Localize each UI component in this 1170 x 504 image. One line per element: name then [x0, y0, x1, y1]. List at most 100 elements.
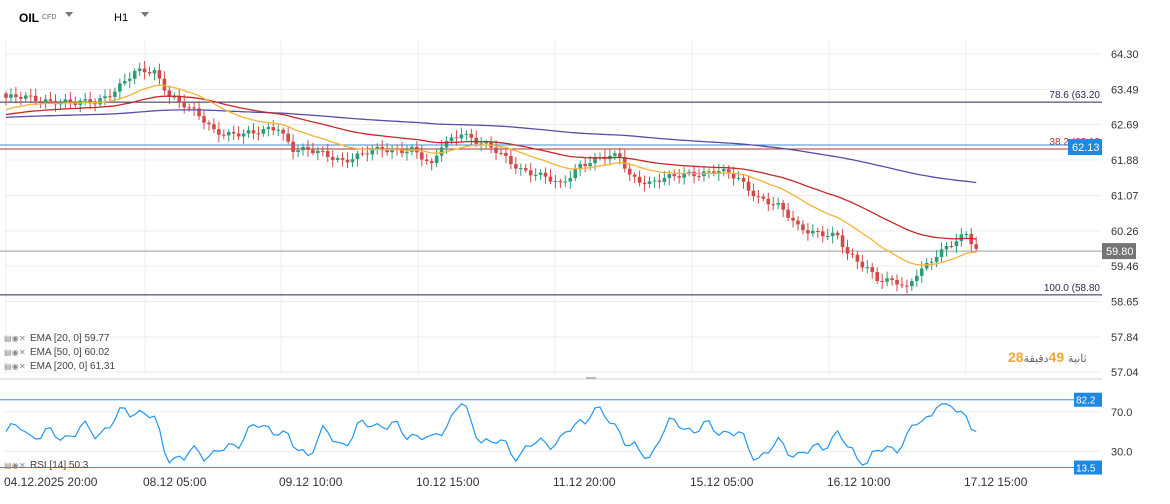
candle-body	[197, 108, 201, 117]
legend-ema20[interactable]: ▤ ◉ ✕ EMA [20, 0] 59.77	[4, 333, 110, 344]
candle-body	[796, 220, 800, 225]
y-tick-label: 62.69	[1111, 120, 1139, 132]
candle-body	[825, 236, 830, 238]
y-tick-label: 58.65	[1111, 296, 1139, 308]
candle-body	[177, 96, 182, 102]
legend-ema50[interactable]: ▤ ◉ ✕ EMA [50, 0] 60.02	[4, 347, 110, 358]
candle-body	[142, 68, 147, 73]
current-price-tag-text: 59.80	[1106, 246, 1134, 258]
candle-body	[291, 141, 295, 153]
candle-body	[885, 278, 889, 282]
candle-body	[33, 95, 38, 102]
candle-body	[236, 133, 241, 137]
candle-body	[523, 168, 528, 171]
candle-body	[370, 150, 375, 155]
candle-body	[632, 174, 637, 177]
candle-body	[890, 278, 894, 280]
legend-rsi[interactable]: ▤ ◉ ✕ RSI [14] 50.3	[4, 460, 88, 471]
timeframe-dropdown-icon[interactable]	[141, 12, 149, 17]
candle-body	[682, 173, 686, 178]
candle-body	[712, 171, 716, 174]
candle-body	[811, 230, 815, 234]
indicator-controls-icon[interactable]: ▤ ◉ ✕	[4, 348, 26, 357]
candle-body	[311, 149, 315, 153]
x-tick-label: 15.12 05:00	[690, 475, 754, 489]
candle-body	[68, 99, 73, 103]
candle-body	[741, 177, 746, 182]
indicator-controls-icon[interactable]: ▤ ◉ ✕	[4, 461, 26, 470]
candle-body	[776, 202, 780, 205]
y-tick-label: 57.84	[1111, 332, 1139, 344]
candle-body	[657, 180, 662, 182]
candle-body	[53, 100, 58, 105]
candle-body	[578, 163, 582, 170]
y-tick-label: 64.30	[1111, 49, 1139, 61]
candle-body	[172, 96, 177, 98]
candle-body	[246, 130, 251, 134]
candle-body	[915, 275, 919, 282]
candle-body	[113, 91, 117, 97]
candle-body	[127, 78, 132, 81]
candle-body	[959, 234, 964, 242]
candle-body	[543, 172, 548, 177]
candle-body	[528, 170, 533, 176]
candle-body	[771, 204, 776, 206]
y-tick-label: 61.88	[1111, 155, 1139, 167]
legend-ema50-text: EMA [50, 0] 60.02	[30, 347, 110, 358]
candle-body	[28, 95, 33, 97]
rsi-level-tag	[1074, 392, 1102, 407]
candle-body	[667, 174, 672, 179]
candle-body	[251, 130, 256, 134]
candle-body	[736, 177, 741, 179]
candle-body	[593, 157, 597, 164]
candle-body	[152, 70, 157, 74]
candle-body	[187, 107, 191, 109]
candle-body	[801, 224, 805, 231]
countdown-seconds: 28	[1008, 349, 1024, 365]
candle-body	[157, 70, 162, 79]
candle-body	[345, 159, 350, 163]
countdown-seconds-label: ثانية	[1068, 353, 1087, 365]
candle-body	[964, 233, 969, 235]
fib-price-tag	[1068, 139, 1102, 156]
candle-body	[43, 99, 48, 103]
candle-body	[454, 137, 459, 139]
candle-body	[504, 152, 508, 156]
symbol-dropdown-icon[interactable]	[65, 12, 73, 17]
indicator-controls-icon[interactable]: ▤ ◉ ✕	[4, 334, 26, 343]
candle-body	[459, 134, 464, 139]
indicator-controls-icon[interactable]: ▤ ◉ ✕	[4, 362, 26, 371]
candle-body	[420, 152, 424, 160]
rsi-y-tick-label: 30.0	[1111, 446, 1132, 458]
candle-body	[98, 98, 102, 105]
candle-body	[474, 137, 479, 144]
x-tick-label: 17.12 15:00	[964, 475, 1028, 489]
candle-body	[429, 161, 434, 164]
candle-body	[281, 129, 285, 134]
candle-body	[207, 122, 211, 125]
candle-body	[919, 268, 924, 276]
pane-resize-handle[interactable]	[586, 377, 596, 379]
fib-level-label: 78.6 (63.20	[1049, 90, 1100, 101]
candle-body	[717, 171, 721, 174]
candle-body	[642, 182, 647, 185]
countdown-minutes-label: دقيقة	[1023, 353, 1049, 365]
timeframe-label[interactable]: H1	[114, 12, 129, 24]
candle-body	[271, 127, 276, 131]
candle-body	[385, 150, 389, 153]
legend-ema200[interactable]: ▤ ◉ ✕ EMA [200, 0] 61.31	[4, 361, 115, 372]
candle-body	[132, 71, 137, 79]
candle-body	[806, 230, 810, 234]
candle-body	[360, 153, 365, 155]
candle-body	[350, 159, 355, 163]
candle-body	[296, 150, 300, 153]
candle-body	[276, 129, 281, 131]
candle-body	[865, 267, 870, 269]
rsi-level-tag	[1074, 460, 1102, 475]
symbol-label[interactable]: OIL	[19, 11, 39, 25]
candle-body	[261, 128, 266, 134]
candle-body	[905, 285, 909, 287]
candle-body	[123, 80, 127, 84]
candle-body	[751, 190, 756, 197]
